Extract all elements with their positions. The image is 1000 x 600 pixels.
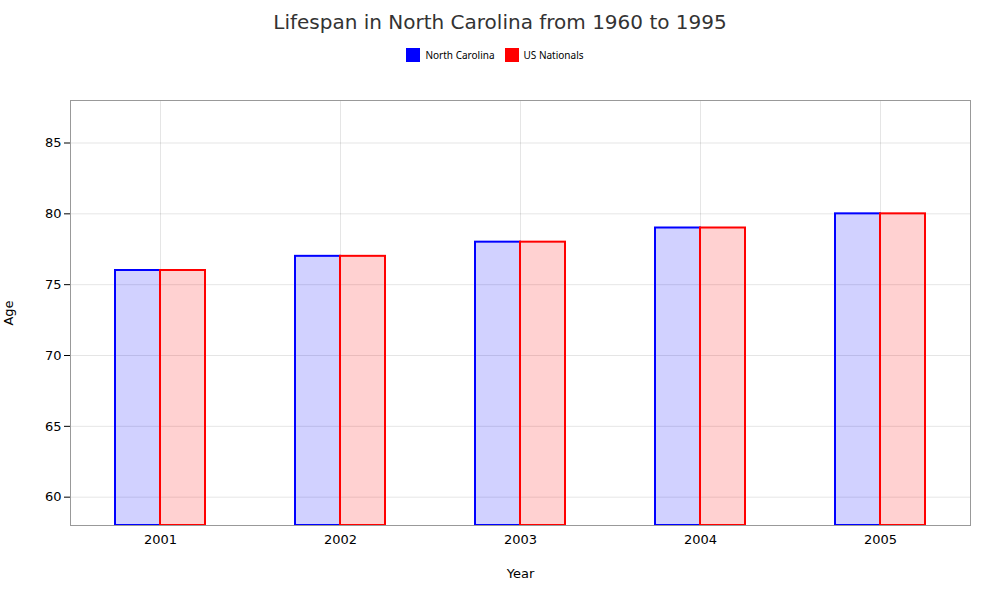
html-text:North Carolina: North Carolina xyxy=(425,47,495,62)
svg-text:2005: 2005 xyxy=(864,532,897,547)
svg-text:85: 85 xyxy=(45,135,62,150)
html-text:US Nationals: US Nationals xyxy=(523,47,584,62)
svg-text:2001: 2001 xyxy=(144,532,177,547)
svg-text:Year: Year xyxy=(506,566,535,581)
svg-text:80: 80 xyxy=(45,206,62,221)
svg-text:2003: 2003 xyxy=(504,532,537,547)
svg-text:Age: Age xyxy=(1,300,16,325)
svg-text:75: 75 xyxy=(45,277,62,292)
svg-text:70: 70 xyxy=(45,348,62,363)
svg-text:2002: 2002 xyxy=(324,532,357,547)
svg-text:60: 60 xyxy=(45,489,62,504)
svg-text:2004: 2004 xyxy=(684,532,717,547)
html-text:Lifespan in North Carolina fro: Lifespan in North Carolina from 1960 to … xyxy=(273,10,727,34)
svg-text:65: 65 xyxy=(45,418,62,433)
